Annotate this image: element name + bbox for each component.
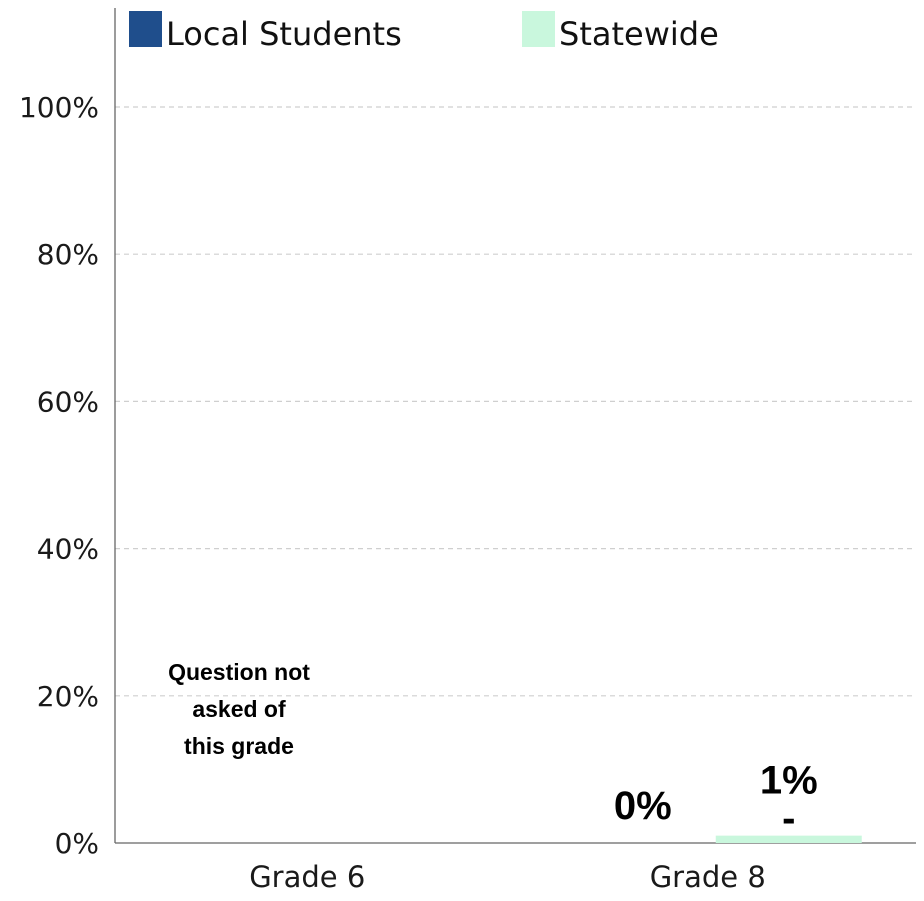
x-tick-label-grade-6: Grade 6 [249,860,365,894]
note-grade-6: Question not asked of this grade [168,659,310,759]
y-tick-label-100: 100% [19,91,99,124]
note-line: Question not [168,659,310,685]
legend-swatch-statewide [522,11,555,47]
legend-swatch-local-students [129,11,162,47]
bars [715,835,862,843]
gridlines [115,106,916,697]
axes: 0% 20% 40% 60% 80% 100% Grade 6 Grade 8 [19,8,916,894]
legend: Local Students Statewide [129,11,719,53]
y-tick-label-0: 0% [55,827,99,860]
legend-label-statewide: Statewide [559,15,719,53]
data-label-local-students-grade-8: 0% [614,784,672,828]
y-tick-label-20: 20% [37,680,99,713]
y-tick-label-40: 40% [37,533,99,566]
bar-statewide-grade-8 [715,835,862,843]
x-tick-label-grade-8: Grade 8 [650,860,766,894]
legend-label-local-students: Local Students [166,15,402,53]
note-line: asked of [192,696,286,722]
data-label-statewide-grade-8: 1% [760,759,818,803]
note-line: this grade [184,733,294,759]
y-tick-label-80: 80% [37,238,99,271]
error-label-statewide-grade-8: - [782,797,795,841]
data-labels: 0% 1%- Question not asked of this grade [168,659,818,841]
y-tick-label-60: 60% [37,385,99,418]
